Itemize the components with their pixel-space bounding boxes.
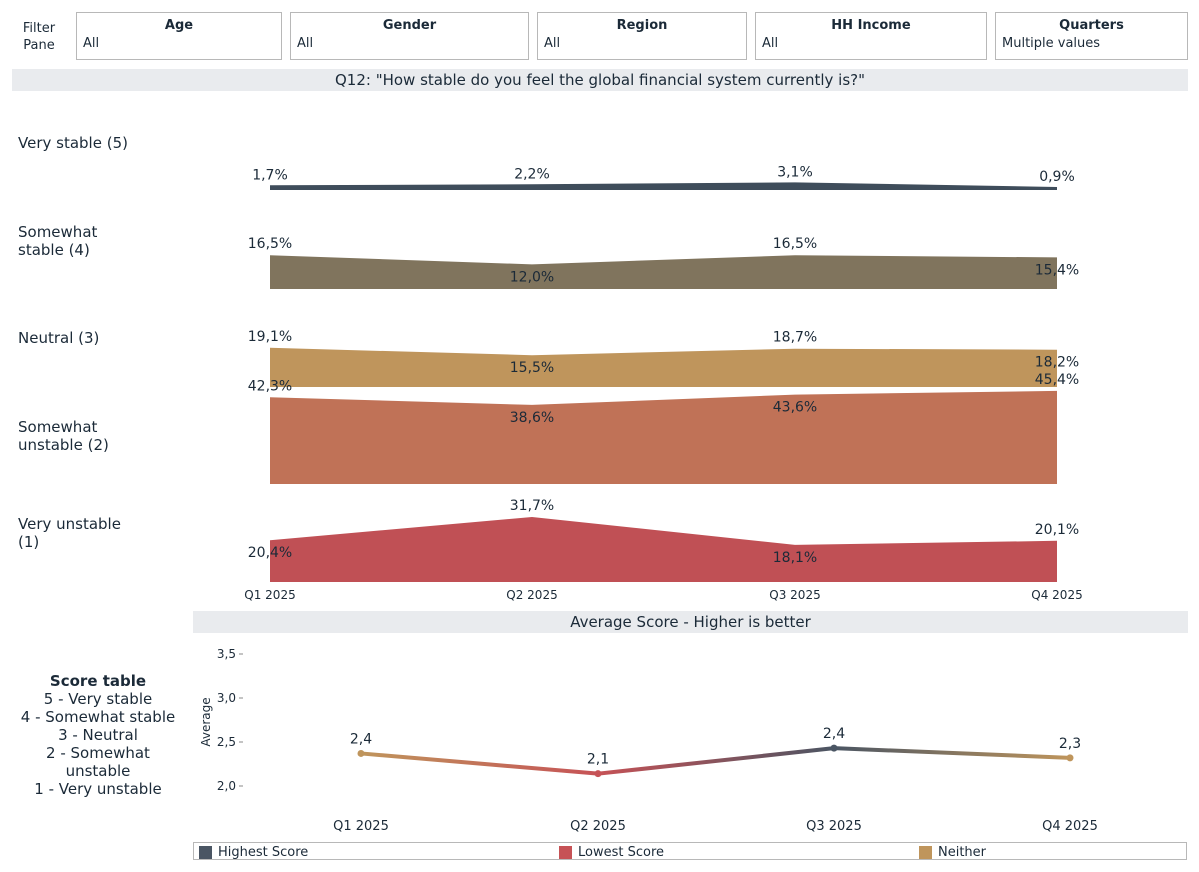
- x-tick-label: Q3 2025: [769, 588, 820, 602]
- average-point[interactable]: [357, 749, 365, 757]
- legend-label: Highest Score: [218, 845, 309, 860]
- x-tick-label: Q2 2025: [506, 588, 557, 602]
- legend-item-lowest[interactable]: Lowest Score: [556, 844, 856, 860]
- data-label: 43,6%: [773, 400, 817, 416]
- area-top-line: [269, 182, 1058, 190]
- area-somewhat-stable-4[interactable]: [270, 255, 1057, 289]
- data-label: 15,5%: [510, 360, 554, 376]
- x-tick-label: Q2 2025: [570, 819, 626, 834]
- average-data-label: 2,3: [1059, 736, 1081, 752]
- legend-swatch: [919, 846, 932, 859]
- data-label: 20,1%: [1035, 522, 1079, 538]
- data-label: 0,9%: [1039, 169, 1075, 185]
- average-line-segment: [596, 746, 836, 776]
- filter-age[interactable]: Age All: [76, 12, 282, 60]
- filter-hh-income-value: All: [762, 36, 779, 51]
- y-tick-label: 3,5: [217, 647, 236, 661]
- filter-region-title: Region: [616, 18, 668, 33]
- legend-item-highest[interactable]: Highest Score: [196, 844, 496, 860]
- data-label: 1,7%: [252, 168, 288, 184]
- avg-score-title: Average Score - Higher is better: [193, 611, 1188, 633]
- row-label-somewhat-stable: Somewhat stable (4): [18, 223, 98, 259]
- data-label: 18,7%: [773, 330, 817, 346]
- filter-age-title: Age: [164, 18, 194, 33]
- legend-label: Lowest Score: [578, 845, 665, 860]
- legend-swatch: [199, 846, 212, 859]
- average-data-label: 2,4: [350, 731, 372, 747]
- data-label: 38,6%: [510, 410, 554, 426]
- row-label-neutral: Neutral (3): [18, 329, 100, 347]
- average-score-chart: 2,0 2,5 3,0 3,5 Average 2,4 2,1 2,4 2,3 Q1 2025 Q2…: [199, 647, 1098, 834]
- data-label: 3,1%: [777, 165, 813, 181]
- filter-hh-income[interactable]: HH Income All: [755, 12, 987, 60]
- area-very-unstable-1[interactable]: [270, 517, 1057, 582]
- y-tick-label: 2,5: [217, 735, 236, 749]
- average-line-segment: [359, 751, 600, 776]
- data-label: 16,5%: [248, 236, 292, 252]
- average-data-label: 2,4: [823, 726, 845, 742]
- filter-age-value: All: [83, 36, 100, 51]
- score-table-line: 5 - Very stable: [43, 690, 153, 708]
- score-table: Score table 5 - Very stable 4 - Somewhat…: [14, 672, 182, 798]
- data-label: 31,7%: [510, 498, 554, 514]
- legend-swatch: [559, 846, 572, 859]
- data-label: 20,4%: [248, 545, 292, 561]
- x-tick-label: Q1 2025: [333, 819, 389, 834]
- average-point[interactable]: [1066, 754, 1074, 762]
- x-tick-label: Q1 2025: [244, 588, 295, 602]
- average-data-label: 2,1: [587, 752, 609, 768]
- data-label: 15,4%: [1035, 262, 1079, 278]
- score-table-line: 4 - Somewhat stable: [20, 708, 176, 726]
- x-tick-label: Q4 2025: [1031, 588, 1082, 602]
- legend-item-neither[interactable]: Neither: [916, 844, 1176, 860]
- filter-gender-value: All: [297, 36, 314, 51]
- y-axis-label: Average: [199, 697, 213, 746]
- data-label: 18,2%: [1035, 355, 1079, 371]
- filter-gender[interactable]: Gender All: [290, 12, 529, 60]
- question-title: Q12: "How stable do you feel the global …: [12, 69, 1188, 91]
- data-label: 2,2%: [514, 167, 550, 183]
- stacked-area-panels: 1,7% 2,2% 3,1% 0,9% 16,5% 12,0% 16,5% 15,4% 19,1…: [244, 165, 1082, 602]
- score-table-title: Score table: [49, 672, 147, 690]
- filter-region[interactable]: Region All: [537, 12, 747, 60]
- data-label: 16,5%: [773, 236, 817, 252]
- x-tick-label: Q4 2025: [1042, 819, 1098, 834]
- average-line-segment: [832, 746, 1072, 760]
- row-label-very-unstable: Very unstable (1): [18, 515, 121, 551]
- legend: Highest Score Lowest Score Neither: [193, 842, 1187, 860]
- score-table-line: 3 - Neutral: [58, 726, 138, 744]
- average-point[interactable]: [830, 744, 838, 752]
- row-label-very-stable: Very stable (5): [18, 134, 128, 152]
- filter-quarters[interactable]: Quarters Multiple values: [995, 12, 1188, 60]
- score-table-line: 2 - Somewhat unstable: [46, 744, 150, 780]
- filter-gender-title: Gender: [382, 18, 437, 33]
- x-tick-label: Q3 2025: [806, 819, 862, 834]
- area-neutral-3[interactable]: [270, 347, 1057, 387]
- filter-hh-income-title: HH Income: [831, 18, 911, 33]
- data-label: 12,0%: [510, 269, 554, 285]
- data-label: 42,3%: [248, 378, 292, 394]
- score-table-line: 1 - Very unstable: [34, 780, 162, 798]
- y-tick-label: 3,0: [217, 691, 236, 705]
- data-label: 45,4%: [1035, 372, 1079, 388]
- filter-region-value: All: [544, 36, 561, 51]
- row-label-somewhat-unstable: Somewhat unstable (2): [18, 418, 109, 454]
- data-label: 19,1%: [248, 329, 292, 345]
- legend-label: Neither: [938, 845, 987, 860]
- filter-quarters-value: Multiple values: [1002, 36, 1101, 51]
- filter-pane-label: Filter Pane: [22, 21, 56, 53]
- filter-quarters-title: Quarters: [1059, 18, 1124, 33]
- y-tick-label: 2,0: [217, 779, 236, 793]
- data-label: 18,1%: [773, 550, 817, 566]
- average-point[interactable]: [594, 770, 602, 778]
- area-somewhat-unstable-2[interactable]: [270, 390, 1057, 484]
